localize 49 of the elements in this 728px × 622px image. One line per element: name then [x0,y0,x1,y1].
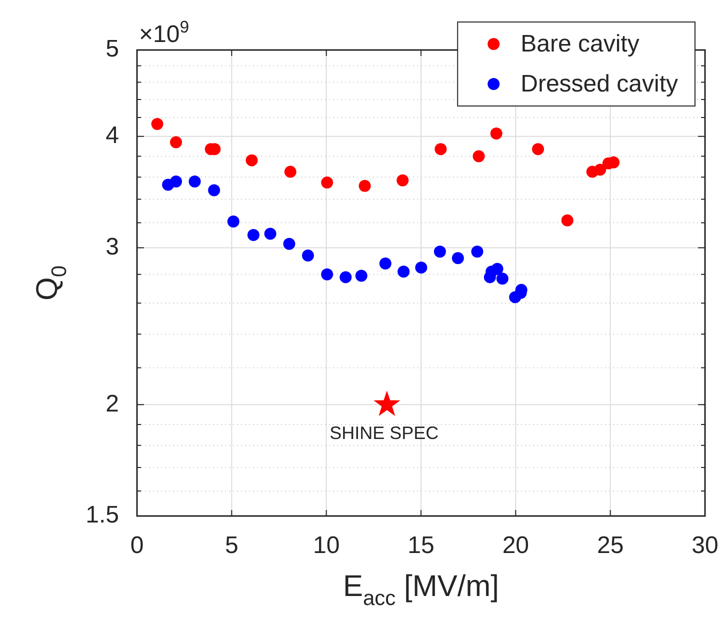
x-tick-label: 5 [224,532,238,560]
point [471,246,484,258]
legend-label: Dressed cavity [520,70,678,98]
x-tick-label: 20 [502,532,530,560]
y-tick-label: 2 [106,390,119,418]
point [321,268,334,280]
x-tick-label: 30 [692,532,718,560]
point [491,262,504,275]
point [355,270,368,282]
x-tick-label: 0 [130,532,144,560]
point [302,250,314,262]
point [321,176,334,189]
point [379,258,392,270]
point [396,174,409,186]
point [561,214,574,226]
point [170,175,182,188]
point [188,175,201,188]
point [415,262,428,274]
point [284,166,296,178]
legend-label: Bare cavity [520,30,640,58]
y-tick-label: 3 [106,233,119,260]
point [490,127,502,140]
point [170,136,182,148]
point [151,118,164,130]
x-tick-label: 25 [596,532,624,560]
point [472,150,485,162]
point [452,252,464,264]
point [434,143,447,156]
point [246,154,258,166]
point [247,229,260,242]
point [264,228,276,240]
point [496,272,508,285]
x-tick-label: 10 [312,532,340,560]
y-tick-label: 5 [106,36,119,63]
point [358,180,371,192]
y-tick-label: 4 [106,122,119,149]
point [340,271,352,284]
y-tick-label: 1.5 [86,502,119,529]
point [374,390,400,416]
point [283,238,296,250]
point [434,246,446,258]
point [398,266,410,278]
point [208,184,220,196]
y-axis-title: Q0 [31,265,71,301]
x-tick-label: 15 [408,532,434,560]
point [227,216,240,228]
annotation: SHINE SPEC [330,423,439,444]
point [532,143,544,156]
point [594,164,606,176]
